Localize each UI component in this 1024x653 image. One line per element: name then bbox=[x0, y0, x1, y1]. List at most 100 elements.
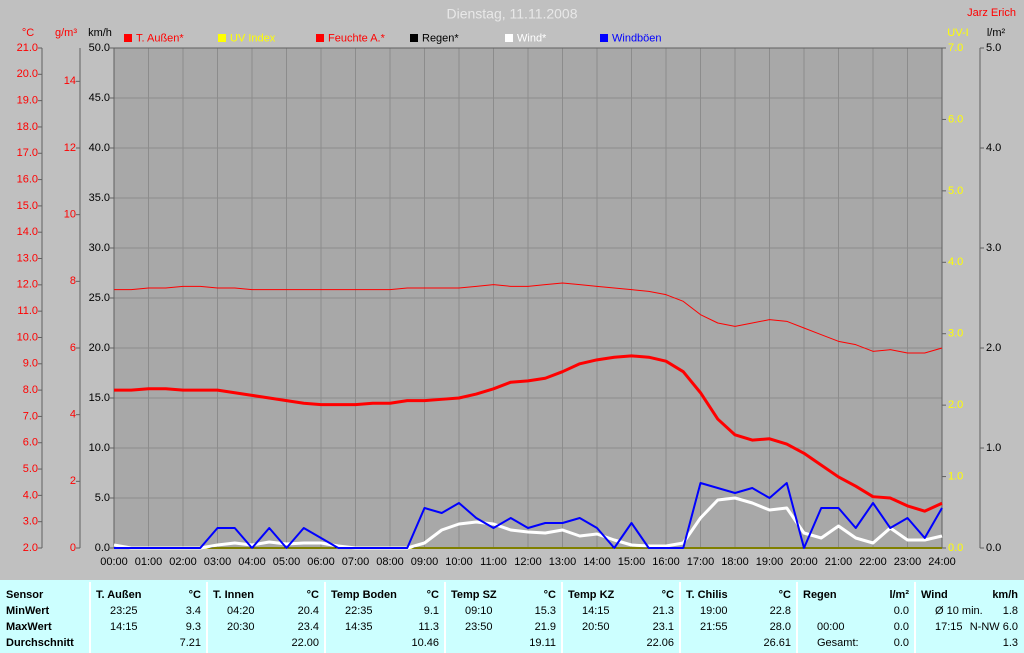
axis-title: UV-I bbox=[947, 27, 968, 39]
y-tick-label: 6.0 bbox=[948, 113, 963, 125]
x-tick-label: 15:00 bbox=[618, 556, 646, 568]
table-cell: 20.4 bbox=[298, 605, 319, 617]
y-tick-label: 45.0 bbox=[89, 92, 110, 104]
y-tick-label: 30.0 bbox=[89, 242, 110, 254]
column-unit: °C bbox=[662, 589, 674, 601]
y-tick-label: 12 bbox=[64, 142, 76, 154]
table-cell: 0.0 bbox=[894, 621, 909, 633]
y-tick-label: 13.0 bbox=[17, 252, 38, 264]
legend-label: UV Index bbox=[230, 32, 276, 44]
y-tick-label: 21.0 bbox=[17, 42, 38, 54]
legend-swatch bbox=[124, 34, 132, 42]
table-cell: 21.9 bbox=[535, 621, 556, 633]
row-label: MaxWert bbox=[6, 621, 52, 633]
table-cell: 9.1 bbox=[424, 605, 439, 617]
table-cell: 22.06 bbox=[646, 637, 674, 649]
y-tick-label: 0 bbox=[70, 542, 76, 554]
y-tick-label: 20.0 bbox=[17, 68, 38, 80]
table-cell: 19:00 bbox=[700, 605, 728, 617]
y-tick-label: 19.0 bbox=[17, 95, 38, 107]
x-tick-label: 09:00 bbox=[411, 556, 439, 568]
x-tick-label: 04:00 bbox=[238, 556, 266, 568]
table-cell: Ø 10 min. bbox=[935, 605, 983, 617]
y-tick-label: 20.0 bbox=[89, 342, 110, 354]
y-tick-label: 25.0 bbox=[89, 292, 110, 304]
x-tick-label: 11:00 bbox=[480, 556, 507, 568]
x-tick-label: 18:00 bbox=[721, 556, 749, 568]
legend-label: Windböen bbox=[612, 32, 662, 44]
column-header: T. Außen bbox=[96, 589, 142, 601]
chart-title: Dienstag, 11.11.2008 bbox=[446, 6, 577, 22]
table-cell: 9.3 bbox=[186, 621, 201, 633]
x-tick-label: 14:00 bbox=[583, 556, 611, 568]
axis-title: l/m² bbox=[987, 27, 1006, 39]
column-unit: °C bbox=[427, 589, 439, 601]
y-tick-label: 1.0 bbox=[948, 470, 963, 482]
y-tick-label: 2.0 bbox=[986, 342, 1001, 354]
legend-label: Feuchte A.* bbox=[328, 32, 386, 44]
table-cell: 1.3 bbox=[1003, 637, 1018, 649]
legend-swatch bbox=[316, 34, 324, 42]
x-tick-label: 16:00 bbox=[652, 556, 680, 568]
column-header: Temp KZ bbox=[568, 589, 615, 601]
y-tick-label: 3.0 bbox=[986, 242, 1001, 254]
table-cell: 19.11 bbox=[529, 637, 556, 649]
y-tick-label: 17.0 bbox=[17, 147, 38, 159]
table-cell: Gesamt: bbox=[817, 637, 859, 649]
table-cell: 3.4 bbox=[186, 605, 201, 617]
table-cell: 23:50 bbox=[465, 621, 493, 633]
table-cell: N-NW 6.0 bbox=[970, 621, 1018, 633]
legend-swatch bbox=[218, 34, 226, 42]
x-tick-label: 10:00 bbox=[445, 556, 473, 568]
axis-title: g/m³ bbox=[55, 27, 77, 39]
table-background bbox=[0, 580, 1024, 653]
column-unit: °C bbox=[307, 589, 319, 601]
legend-label: Wind* bbox=[517, 32, 547, 44]
series-line bbox=[113, 496, 943, 550]
table-cell: 17:15 bbox=[935, 621, 963, 633]
author: Jarz Erich bbox=[967, 7, 1016, 19]
x-tick-label: 23:00 bbox=[894, 556, 922, 568]
y-tick-label: 1.0 bbox=[986, 442, 1001, 454]
row-label: Sensor bbox=[6, 589, 44, 601]
table-cell: 14:15 bbox=[110, 621, 138, 633]
table-cell: 20:50 bbox=[582, 621, 610, 633]
y-tick-label: 7.0 bbox=[23, 410, 38, 422]
column-unit: km/h bbox=[992, 589, 1018, 601]
row-label: MinWert bbox=[6, 605, 50, 617]
table-cell: 04:20 bbox=[227, 605, 255, 617]
y-tick-label: 10 bbox=[64, 209, 76, 221]
table-cell: 28.0 bbox=[770, 621, 791, 633]
table-cell: 14:15 bbox=[582, 605, 610, 617]
y-tick-label: 8 bbox=[70, 275, 76, 287]
y-tick-label: 16.0 bbox=[17, 173, 38, 185]
y-tick-label: 4.0 bbox=[948, 256, 963, 268]
axis-title: °C bbox=[22, 27, 34, 39]
y-tick-label: 12.0 bbox=[17, 279, 38, 291]
y-tick-label: 8.0 bbox=[23, 384, 38, 396]
column-header: Wind bbox=[921, 589, 948, 601]
y-tick-label: 11.0 bbox=[17, 305, 38, 317]
x-tick-label: 17:00 bbox=[687, 556, 715, 568]
y-tick-label: 2.0 bbox=[23, 542, 38, 554]
column-header: Temp Boden bbox=[331, 589, 397, 601]
column-unit: °C bbox=[779, 589, 791, 601]
y-tick-label: 6 bbox=[70, 342, 76, 354]
series-line bbox=[114, 282, 943, 354]
y-tick-label: 5.0 bbox=[23, 463, 38, 475]
table-cell: 00:00 bbox=[817, 621, 845, 633]
x-tick-label: 08:00 bbox=[376, 556, 404, 568]
x-tick-label: 02:00 bbox=[169, 556, 197, 568]
x-tick-label: 24:00 bbox=[928, 556, 956, 568]
legend-label: T. Außen* bbox=[136, 32, 184, 44]
table-cell: 10.46 bbox=[411, 637, 439, 649]
column-header: T. Chilis bbox=[686, 589, 728, 601]
table-cell: 21.3 bbox=[653, 605, 674, 617]
y-tick-label: 3.0 bbox=[948, 328, 963, 340]
y-tick-label: 9.0 bbox=[23, 358, 38, 370]
table-cell: 15.3 bbox=[535, 605, 556, 617]
y-tick-label: 15.0 bbox=[89, 392, 110, 404]
y-tick-label: 4.0 bbox=[23, 489, 38, 501]
table-cell: 26.61 bbox=[763, 637, 791, 649]
